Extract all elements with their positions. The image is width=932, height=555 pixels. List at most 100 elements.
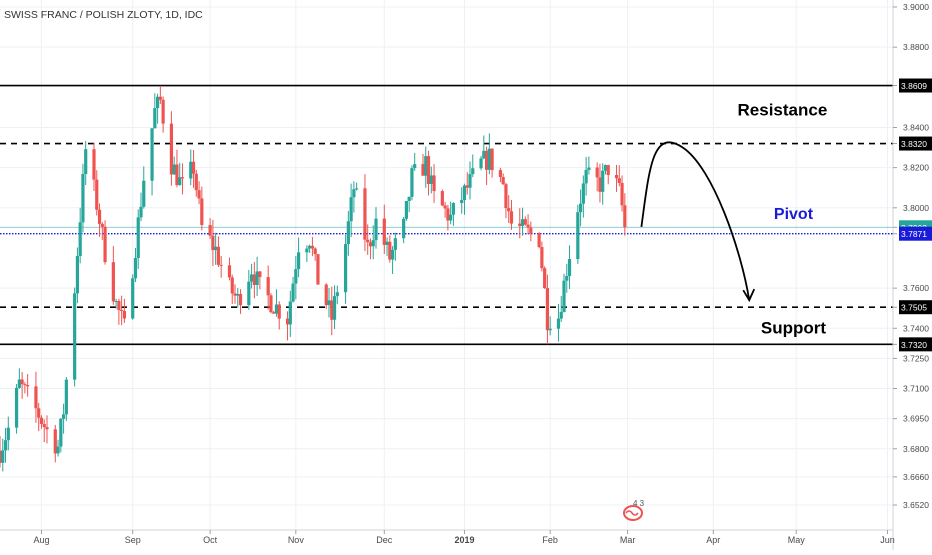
candle-body bbox=[426, 156, 431, 184]
candle-body bbox=[413, 164, 417, 169]
candle-body bbox=[576, 212, 580, 260]
candle-body bbox=[482, 150, 486, 159]
candle-body bbox=[355, 188, 359, 190]
candle-body bbox=[158, 96, 162, 100]
candle-body bbox=[285, 318, 290, 325]
candle-body bbox=[20, 379, 24, 385]
level-lines bbox=[0, 84, 893, 346]
candle-body bbox=[103, 226, 107, 263]
candle-body bbox=[451, 203, 456, 215]
candle-body bbox=[366, 239, 370, 243]
candle-body bbox=[385, 241, 389, 245]
logo-icon bbox=[623, 505, 643, 521]
candle-body bbox=[236, 293, 240, 296]
candle-body bbox=[178, 177, 182, 186]
price-tick-label: 3.7400 bbox=[903, 323, 929, 333]
candle-body bbox=[617, 178, 621, 183]
candle-body bbox=[349, 197, 353, 222]
candle-body bbox=[189, 161, 193, 179]
candle-body bbox=[374, 218, 378, 241]
candle-body bbox=[310, 245, 315, 249]
candle-body bbox=[269, 295, 273, 313]
candle-body bbox=[150, 128, 154, 181]
time-tick-label: Apr bbox=[706, 535, 720, 545]
candle-body bbox=[97, 209, 102, 224]
candle-body bbox=[272, 312, 276, 314]
candle-body bbox=[556, 318, 561, 329]
candle-body bbox=[562, 280, 566, 312]
projection-curve bbox=[640, 141, 751, 301]
candle-body bbox=[330, 300, 334, 320]
candle-body bbox=[131, 278, 135, 319]
candle-body bbox=[559, 311, 563, 319]
price-badge-3.8320 bbox=[899, 136, 932, 151]
candle-body bbox=[446, 208, 450, 221]
time-tick-label: Nov bbox=[288, 535, 305, 545]
candle-body bbox=[388, 241, 392, 260]
candle-body bbox=[543, 268, 547, 289]
price-badge-label: 3.7320 bbox=[901, 340, 927, 350]
candle-body bbox=[382, 218, 386, 245]
candle-body bbox=[122, 310, 127, 319]
price-badge-3.8609 bbox=[899, 78, 932, 93]
candle-body bbox=[238, 293, 243, 306]
candle-body bbox=[498, 170, 503, 178]
candle-body bbox=[230, 277, 234, 294]
candle-body bbox=[460, 200, 464, 204]
candle-body bbox=[371, 240, 375, 247]
candle-body bbox=[595, 167, 599, 178]
candle-body bbox=[526, 224, 530, 228]
candle-body bbox=[390, 249, 395, 260]
projection-arrow bbox=[640, 141, 756, 303]
candle-body bbox=[501, 177, 505, 185]
price-tick-label: 3.7100 bbox=[903, 384, 929, 394]
candle-body bbox=[540, 247, 544, 269]
candle-body bbox=[211, 235, 215, 251]
candle-body bbox=[465, 185, 469, 188]
candle-body bbox=[175, 164, 179, 186]
candle-body bbox=[449, 214, 453, 221]
candle-body bbox=[219, 264, 223, 266]
time-tick-label: Feb bbox=[542, 535, 558, 545]
price-tick-label: 3.6800 bbox=[903, 444, 929, 454]
price-tick-label: 3.8000 bbox=[903, 203, 929, 213]
candle-body bbox=[518, 223, 522, 226]
candle-body bbox=[153, 108, 157, 129]
price-badge-label: 3.8609 bbox=[901, 81, 927, 91]
annotation-resistance: Resistance bbox=[738, 100, 828, 119]
candle-body bbox=[614, 174, 619, 179]
candle-body bbox=[73, 293, 77, 380]
candle-body bbox=[37, 408, 41, 418]
candle-body bbox=[404, 201, 409, 219]
candle-body bbox=[56, 446, 60, 454]
candle-body bbox=[208, 224, 212, 236]
logo-wave-icon bbox=[625, 510, 639, 516]
candle-body bbox=[3, 440, 8, 451]
watermark-text: 4 3 bbox=[633, 499, 645, 508]
time-tick-label: 2019 bbox=[454, 535, 474, 545]
candle-body bbox=[584, 169, 588, 184]
candle-body bbox=[424, 156, 428, 176]
candle-body bbox=[277, 304, 281, 319]
candle-body bbox=[64, 379, 68, 415]
candle-body bbox=[484, 150, 489, 170]
candle-body bbox=[252, 274, 256, 285]
candle-body bbox=[59, 418, 63, 447]
time-tick-label: Sep bbox=[125, 535, 141, 545]
price-tick-label: 3.8800 bbox=[903, 42, 929, 52]
price-tick-label: 3.7600 bbox=[903, 283, 929, 293]
price-tick-label: 3.6660 bbox=[903, 472, 929, 482]
time-tick-label: Aug bbox=[33, 535, 49, 545]
price-badge-label: 3.7871 bbox=[901, 229, 927, 239]
annotation-pivot: Pivot bbox=[774, 206, 814, 223]
grid-lines bbox=[0, 0, 893, 530]
candle-body bbox=[545, 288, 550, 331]
price-badge-label: 3.7505 bbox=[901, 303, 927, 313]
candle-body bbox=[34, 386, 38, 409]
candle-body bbox=[194, 173, 198, 191]
candle-body bbox=[120, 309, 124, 311]
projection-arrowhead bbox=[742, 288, 756, 303]
candle-body bbox=[529, 227, 533, 234]
candle-body bbox=[548, 328, 552, 331]
